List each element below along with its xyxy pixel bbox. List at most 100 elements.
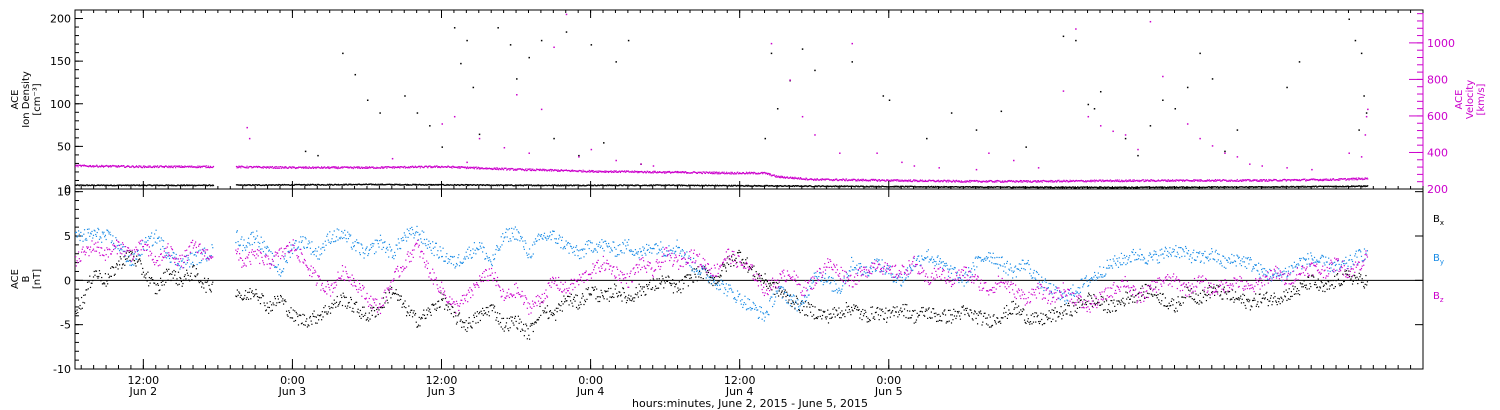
data-point	[390, 166, 392, 168]
data-point	[209, 289, 212, 291]
data-point	[1255, 186, 1258, 188]
data-point	[1110, 181, 1112, 183]
data-point	[488, 315, 490, 317]
data-point	[652, 185, 654, 187]
data-point	[474, 312, 476, 314]
data-point	[1311, 179, 1314, 181]
data-point	[706, 171, 708, 173]
data-point	[267, 184, 269, 186]
data-point	[148, 276, 150, 279]
y-tick-label: 0	[64, 183, 71, 196]
data-point	[614, 170, 617, 173]
data-point	[984, 180, 986, 183]
data-point	[514, 185, 516, 187]
data-point	[455, 323, 458, 325]
data-point	[690, 172, 692, 174]
data-point	[132, 184, 134, 187]
data-point	[311, 323, 313, 325]
data-point	[193, 185, 195, 187]
data-point	[421, 184, 423, 186]
data-point	[339, 300, 341, 303]
data-point	[891, 186, 893, 188]
data-point	[714, 171, 717, 173]
data-point	[474, 166, 476, 169]
data-point	[418, 183, 420, 186]
data-point	[1245, 186, 1248, 188]
data-point	[840, 185, 842, 187]
data-point	[1222, 186, 1225, 188]
data-point	[387, 166, 389, 168]
data-point	[891, 180, 894, 182]
data-point	[737, 173, 740, 175]
data-point	[589, 171, 591, 173]
data-point	[391, 183, 394, 186]
data-point-outlier	[528, 152, 530, 154]
data-point	[1241, 179, 1243, 181]
data-point	[342, 184, 344, 186]
data-point	[859, 185, 861, 187]
data-point	[187, 165, 189, 167]
data-point	[686, 172, 689, 174]
data-point	[695, 184, 697, 187]
data-point	[884, 180, 886, 182]
data-point	[196, 184, 198, 186]
data-point	[659, 171, 661, 173]
data-point	[1244, 179, 1246, 181]
data-point	[211, 166, 213, 169]
data-point	[334, 166, 336, 168]
data-point	[1215, 186, 1217, 188]
data-point	[1224, 179, 1226, 182]
data-point	[664, 184, 666, 187]
data-point	[910, 185, 912, 188]
data-point	[537, 184, 539, 187]
data-point	[453, 184, 455, 186]
data-point	[488, 167, 490, 170]
data-point	[1327, 179, 1330, 181]
data-point	[594, 170, 597, 173]
data-point	[1197, 186, 1199, 189]
data-point	[279, 184, 282, 186]
data-point	[563, 184, 566, 186]
data-point	[311, 184, 313, 186]
data-point	[1281, 185, 1283, 187]
data-point	[1045, 180, 1047, 182]
data-point	[571, 302, 573, 304]
data-point	[773, 174, 775, 176]
data-point	[124, 264, 126, 266]
data-point	[971, 186, 973, 188]
data-point	[919, 179, 922, 181]
data-point	[495, 319, 497, 321]
data-point-outlier	[615, 159, 617, 162]
data-point	[1225, 186, 1227, 189]
data-point	[648, 171, 651, 173]
data-point	[1178, 179, 1181, 181]
data-point	[426, 166, 428, 168]
data-point	[279, 294, 282, 297]
data-point	[1357, 178, 1359, 181]
data-point	[1150, 179, 1153, 181]
data-point	[623, 184, 625, 186]
data-point	[1313, 179, 1315, 181]
data-point	[886, 186, 889, 188]
data-point	[1080, 179, 1082, 181]
data-point	[1352, 177, 1355, 179]
data-point	[765, 173, 767, 175]
data-point	[1314, 178, 1316, 180]
data-point	[752, 185, 754, 187]
data-point	[307, 324, 309, 326]
data-point	[180, 277, 182, 280]
data-point	[798, 185, 800, 187]
data-point	[190, 166, 192, 168]
data-point	[1145, 186, 1148, 188]
data-point	[1078, 180, 1080, 182]
data-point	[656, 184, 658, 186]
data-point	[76, 309, 78, 311]
data-point	[242, 166, 244, 168]
data-point	[247, 167, 249, 169]
data-point	[428, 183, 430, 186]
data-point	[501, 184, 503, 186]
data-point-outlier	[1358, 129, 1360, 131]
data-point	[147, 184, 149, 186]
data-point	[1349, 186, 1351, 188]
data-point	[1288, 179, 1291, 181]
